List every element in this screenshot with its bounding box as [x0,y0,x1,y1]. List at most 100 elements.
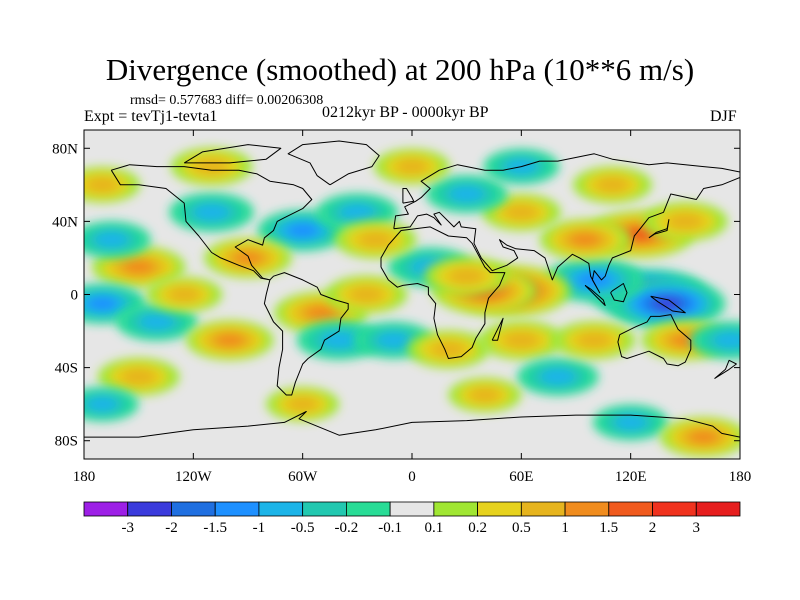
coastline [491,317,504,341]
anomaly-blob [94,231,129,248]
coastlines [84,140,740,438]
anomaly-blob [614,414,647,431]
coastline [84,411,740,438]
colorbar-box [83,501,129,517]
chart-title: Divergence (smoothed) at 200 hPa (10**6 … [105,52,695,87]
coastline [183,144,282,164]
anomaly-blob [287,223,318,238]
coastline [650,295,686,314]
colorbar-label: 2 [649,520,657,536]
x-tick-label: 60W [288,469,318,485]
anomaly-blob [86,177,119,193]
colorbar-box [127,501,172,517]
anomaly-blob [233,251,263,265]
colorbar-label: -3 [121,520,134,536]
anomaly-blob [168,286,201,303]
coastline [380,226,506,359]
y-tick-label: 0 [71,288,79,304]
colorbar-box [345,501,391,517]
anomaly-blob [449,185,485,203]
y-tick-label: 80N [52,141,78,157]
colorbar-box [652,501,697,517]
coastline [584,284,606,306]
colorbar-box [477,501,522,517]
anomaly-blob [121,368,157,385]
colorbar-label: 0.1 [424,520,443,536]
anomaly-blob [86,396,118,412]
season-label: DJF [710,108,737,125]
colorbar-label: -2 [165,520,178,536]
anomaly-blob [123,259,155,275]
coastline [648,219,670,239]
colorbar-box [171,501,216,517]
anomaly-blob [653,297,681,310]
x-tick-label: 120E [615,469,647,485]
x-tick-label: 0 [408,469,416,485]
colorbar-box [520,501,566,517]
coastline [402,188,415,204]
anomaly-blob [570,232,601,247]
coastline [110,164,313,281]
colorbar-label: -0.2 [335,520,359,536]
coastline [714,359,737,380]
anomaly-blob [287,396,319,412]
anomaly-blob [194,158,230,175]
anomaly-blob [193,203,230,221]
x-tick-label: 180 [73,469,96,485]
y-tick-label: 80S [55,434,78,450]
colorbar-box [389,501,435,517]
coastline [610,283,628,303]
anomaly-blob [339,204,375,221]
colorbar-box [608,501,653,517]
anomaly-blob [504,204,539,221]
colorbar-box [695,501,741,517]
colorbar-box [564,501,610,517]
colorbar: -3 -2 -1.5 -1 -0.5 -0.2 -0.1 0.1 0.2 0.5 1 1.5 2 3 [83,501,741,536]
colorbar-label: 1 [561,520,569,536]
anomaly-blob [576,332,612,349]
anomaly-blob [595,176,630,193]
colorbar-label: 3 [693,520,701,536]
y-tick-label: 40N [52,214,78,230]
anomaly-blob [503,331,540,349]
anomaly-blob [87,296,117,311]
anomaly-blob [667,212,704,230]
anomaly-blob [430,341,466,358]
anomaly-blob [688,430,719,444]
colorbar-label: 0.5 [512,520,531,536]
colorbar-label: -1 [253,520,266,536]
stats-label: rmsd= 0.577683 diff= 0.00206308 [130,93,324,108]
coastline [263,272,349,396]
coastline [393,153,740,294]
anomaly-blob [448,267,485,285]
anomaly-blob [321,331,358,349]
anomaly-blob [625,227,655,241]
colorbar-box [214,501,260,517]
colorbar-label: -0.5 [291,520,315,536]
anomaly-blob [713,332,740,349]
colorbar-label: 0.2 [468,520,487,536]
anomaly-blob [540,368,576,385]
anomaly-blob [215,333,245,347]
anomaly-blob [376,332,411,349]
colorbar-label: 1.5 [599,520,618,536]
colorbar-box [433,501,478,517]
colorbar-box [302,501,347,517]
y-tick-label: 40S [55,361,78,377]
x-tick-label: 180 [729,469,752,485]
anomaly-blob [348,286,384,303]
anomaly-blob [139,313,175,331]
anomaly-blob [395,158,429,175]
anomaly-blob [577,272,611,288]
experiment-label: Expt = tevTj1-tevta1 [84,108,218,125]
anomaly-blob [305,305,337,320]
anomaly-blob [469,387,501,403]
period-label: 0212kyr BP - 0000kyr BP [322,104,489,121]
x-tick-label: 60E [509,469,533,485]
x-tick-label: 120W [175,469,213,485]
colorbar-label: -0.1 [378,520,402,536]
colorbar-box [258,501,304,517]
coastline [617,314,692,367]
coastline [287,140,380,186]
